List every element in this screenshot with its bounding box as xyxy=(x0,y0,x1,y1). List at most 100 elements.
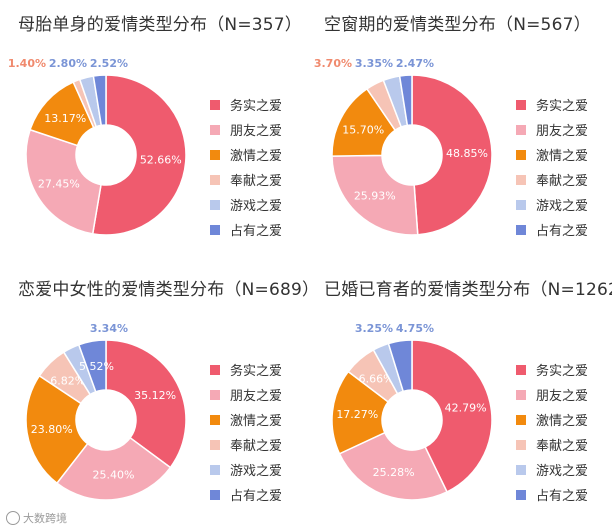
slice-1 xyxy=(91,74,187,236)
legend-swatch xyxy=(516,389,526,400)
legend-item: 占有之爱 xyxy=(516,217,588,242)
legend-item: 占有之爱 xyxy=(210,217,282,242)
legend-swatch xyxy=(210,99,220,110)
legend-item: 奉献之爱 xyxy=(210,167,282,192)
legend-item: 务实之爱 xyxy=(210,92,282,117)
data-label: 5.52% xyxy=(79,360,114,373)
legend-item: 朋友之爱 xyxy=(210,117,282,142)
legend-item: 朋友之爱 xyxy=(210,382,282,407)
data-label: 25.93% xyxy=(354,190,396,203)
legend-label: 激情之爱 xyxy=(536,149,589,164)
legend-swatch xyxy=(210,464,220,475)
legend-label: 奉献之爱 xyxy=(536,439,589,454)
legend-swatch xyxy=(516,124,526,135)
data-label-outside: 2.80% xyxy=(49,57,87,70)
legend-item: 激情之爱 xyxy=(210,142,282,167)
legend-swatch xyxy=(210,124,220,135)
legend-item: 激情之爱 xyxy=(516,142,588,167)
legend-label: 务实之爱 xyxy=(536,99,589,114)
legend-item: 游戏之爱 xyxy=(516,192,588,217)
legend-swatch xyxy=(516,414,526,425)
data-label: 6.82% xyxy=(50,375,85,388)
data-label: 25.28% xyxy=(373,466,415,479)
legend-label: 朋友之爱 xyxy=(230,389,283,404)
legend-swatch xyxy=(210,149,220,160)
donut-chart: 42.79% 25.28% 17.27% 6.66% 4.75%3.25% xyxy=(331,322,493,501)
legend-label: 务实之爱 xyxy=(536,364,589,379)
slice-3 xyxy=(25,374,89,485)
legend-label: 激情之爱 xyxy=(230,414,283,429)
legend-label: 激情之爱 xyxy=(536,414,589,429)
legend-label: 朋友之爱 xyxy=(536,124,589,139)
legend-swatch xyxy=(516,149,526,160)
legend-swatch xyxy=(516,489,526,500)
chart-panel-4: 已婚已育者的爱情类型分布（N=1262） 42.79% 25.28% 17.27% 6… xyxy=(306,265,612,530)
data-label: 25.40% xyxy=(93,469,135,482)
data-label-outside: 2.52% xyxy=(90,57,128,70)
legend-label: 占有之爱 xyxy=(230,224,283,239)
slice-6 xyxy=(387,339,413,393)
legend-label: 奉献之爱 xyxy=(536,174,589,189)
legend-label: 游戏之爱 xyxy=(536,199,589,214)
legend-swatch xyxy=(516,99,526,110)
legend-swatch xyxy=(516,364,526,375)
legend-item: 奉献之爱 xyxy=(516,432,588,457)
data-label: 42.79% xyxy=(445,402,487,415)
legend-item: 奉献之爱 xyxy=(210,432,282,457)
chart-legend: 务实之爱朋友之爱激情之爱奉献之爱游戏之爱占有之爱 xyxy=(210,92,282,242)
legend-item: 占有之爱 xyxy=(516,482,588,507)
slice-2 xyxy=(25,128,102,235)
data-label: 23.80% xyxy=(31,423,73,436)
chart-legend: 务实之爱 朋友之爱 激情之爱 奉献之爱 游戏之爱 占有之爱 xyxy=(516,357,588,507)
legend-label: 务实之爱 xyxy=(230,99,283,114)
legend-swatch xyxy=(210,364,220,375)
data-label-outside: 3.25% xyxy=(355,322,393,335)
slice-1 xyxy=(411,74,493,236)
slice-6 xyxy=(398,74,413,127)
legend-swatch xyxy=(516,199,526,210)
legend-label: 朋友之爱 xyxy=(230,124,283,139)
slice-1 xyxy=(411,339,493,493)
legend-item: 游戏之爱 xyxy=(210,457,282,482)
legend-swatch xyxy=(210,199,220,210)
slice-2 xyxy=(331,154,419,236)
donut-chart: 52.66% 27.45% 13.17% 2.52%2.80%1.40% xyxy=(8,57,187,236)
slice-1 xyxy=(105,339,187,469)
legend-label: 占有之爱 xyxy=(536,489,589,504)
legend-swatch xyxy=(210,439,220,450)
data-label: 6.66% xyxy=(359,372,394,385)
data-label-outside: 4.75% xyxy=(396,322,434,335)
chart-title: 母胎单身的爱情类型分布（N=357） xyxy=(18,15,303,35)
donut-chart: 35.12% 25.40% 23.80% 6.82% 5.52% 3.34% xyxy=(25,322,187,501)
legend-item: 激情之爱 xyxy=(516,407,588,432)
legend-item: 激情之爱 xyxy=(210,407,282,432)
legend-swatch xyxy=(210,389,220,400)
slice-2 xyxy=(55,436,172,501)
data-label: 15.70% xyxy=(342,124,384,137)
chart-title: 已婚已育者的爱情类型分布（N=1262） xyxy=(324,280,612,300)
legend-item: 朋友之爱 xyxy=(516,382,588,407)
watermark: 大数跨境 xyxy=(6,510,67,526)
data-label-outside: 3.34% xyxy=(90,322,128,335)
watermark-logo-icon xyxy=(6,511,20,525)
legend-label: 游戏之爱 xyxy=(230,199,283,214)
data-label: 13.17% xyxy=(44,112,86,125)
legend-item: 务实之爱 xyxy=(516,357,588,382)
legend-swatch xyxy=(516,174,526,185)
data-label-outside: 1.40% xyxy=(8,57,46,70)
legend-label: 占有之爱 xyxy=(230,489,283,504)
legend-item: 游戏之爱 xyxy=(210,192,282,217)
chart-panel-3: 恋爱中女性的爱情类型分布（N=689） 35.12% 25.40% 23.80% 6.… xyxy=(0,265,319,530)
legend-item: 务实之爱 xyxy=(210,357,282,382)
legend-label: 占有之爱 xyxy=(536,224,589,239)
legend-item: 奉献之爱 xyxy=(516,167,588,192)
data-label-outside: 3.70% xyxy=(314,57,352,70)
legend-label: 务实之爱 xyxy=(230,364,283,379)
legend-label: 朋友之爱 xyxy=(536,389,589,404)
data-label-outside: 2.47% xyxy=(396,57,434,70)
donut-chart: 48.85% 25.93% 15.70% 2.47%3.35%3.70% xyxy=(314,57,493,236)
chart-panel-1: 母胎单身的爱情类型分布（N=357） 52.66% 27.45% 13.17% 2.5… xyxy=(0,0,306,265)
slice-6 xyxy=(92,74,107,127)
legend-label: 激情之爱 xyxy=(230,149,283,164)
legend-swatch xyxy=(516,464,526,475)
